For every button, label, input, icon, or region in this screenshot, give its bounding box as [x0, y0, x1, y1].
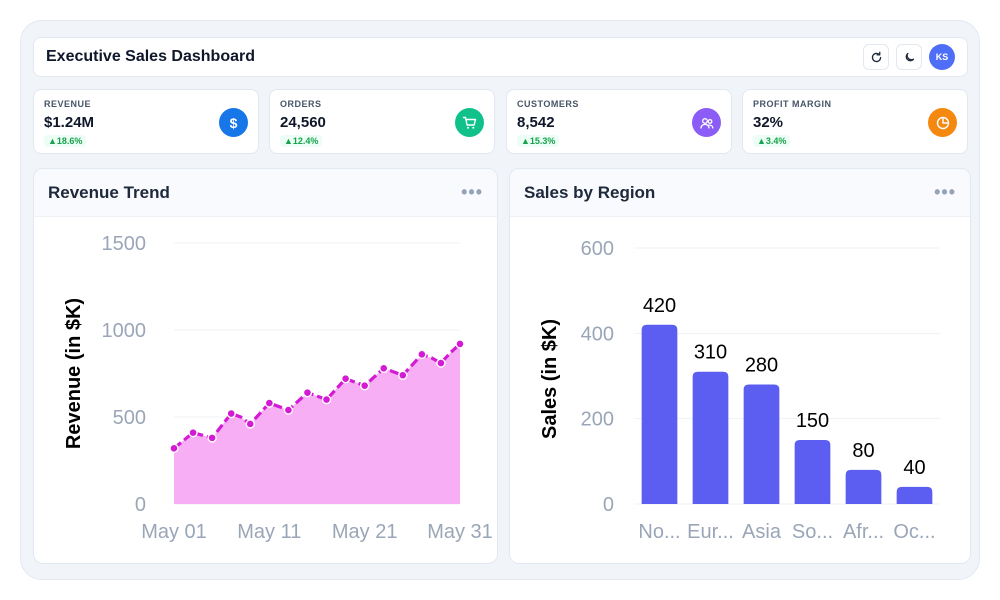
x-tick-label: No... — [638, 521, 680, 543]
y-tick-label: 0 — [135, 494, 146, 516]
avatar[interactable]: KS — [929, 44, 955, 70]
revenue-line — [172, 342, 462, 450]
bar — [794, 440, 831, 504]
bar — [896, 486, 933, 504]
revenue-point — [283, 405, 294, 415]
x-tick-label: Asia — [742, 521, 782, 543]
kpi-value: 24,560 — [280, 114, 326, 131]
revenue-point — [264, 398, 275, 408]
revenue-point — [398, 370, 408, 380]
more-options-icon[interactable]: ••• — [461, 182, 483, 202]
kpi-value: 8,542 — [517, 114, 555, 131]
bar-value-label: 280 — [745, 355, 778, 377]
bar-value-label: 310 — [694, 342, 727, 364]
bar — [743, 384, 780, 504]
kpi-label: PROFIT MARGIN — [753, 99, 832, 109]
theme-toggle-button[interactable] — [896, 44, 922, 70]
x-tick-label: Eur... — [687, 521, 734, 543]
y-tick-label: 1500 — [102, 233, 147, 255]
x-tick-label: May 01 — [141, 521, 207, 543]
y-tick-label: 200 — [581, 409, 614, 431]
refresh-button[interactable] — [863, 44, 889, 70]
x-tick-label: Oc... — [893, 521, 935, 543]
revenue-trend-panel: Revenue Trend ••• 0 500 1000 1500 May 01 May … — [33, 168, 498, 564]
kpi-card-profit-margin: PROFIT MARGIN 32% ▲3.4% — [742, 89, 968, 154]
kpi-card-customers: CUSTOMERS 8,542 ▲15.3% — [506, 89, 732, 154]
revenue-point — [340, 374, 351, 384]
x-tick-label: Afr... — [843, 521, 884, 543]
pie-icon — [928, 108, 957, 137]
y-tick-label: 0 — [603, 494, 614, 516]
dollar-icon: $ — [219, 108, 248, 137]
dashboard-header: Executive Sales Dashboard KS — [33, 37, 968, 77]
revenue-trend-chart: 0 500 1000 1500 May 01 May 11 May 21 May 31 Reve… — [63, 233, 493, 543]
bar-value-label: 80 — [852, 440, 874, 462]
revenue-point — [245, 419, 255, 429]
kpi-delta-badge: ▲18.6% — [44, 135, 87, 147]
revenue-point — [226, 408, 236, 419]
dashboard-frame: Executive Sales Dashboard KS REVENUE $1.… — [20, 20, 980, 580]
revenue-point — [455, 339, 465, 349]
bar — [845, 469, 882, 504]
revenue-point — [302, 387, 313, 398]
x-tick-label: May 11 — [237, 521, 301, 543]
revenue-point — [417, 349, 427, 360]
revenue-point — [379, 363, 389, 373]
y-tick-label: 600 — [581, 238, 614, 260]
panel-header: Revenue Trend ••• — [34, 169, 497, 217]
kpi-delta-badge: ▲15.3% — [517, 135, 560, 147]
sales-by-region-chart: 0 200 400 600 420 No... 310 Eur... 280 Asia 150 So.… — [539, 238, 940, 543]
panel-title: Sales by Region — [524, 182, 656, 202]
y-tick-label: 1000 — [102, 320, 147, 342]
y-tick-label: 500 — [113, 407, 146, 429]
panel-title: Revenue Trend — [48, 182, 170, 202]
bar-value-label: 420 — [643, 295, 676, 317]
moon-icon — [905, 52, 914, 61]
sales-by-region-panel: Sales by Region ••• 0 200 400 600 420 No... 31… — [509, 168, 971, 564]
page-title: Executive Sales Dashboard — [46, 48, 255, 65]
kpi-delta-badge: ▲12.4% — [280, 135, 323, 147]
kpi-card-orders: ORDERS 24,560 ▲12.4% — [269, 89, 495, 154]
kpi-value: 32% — [753, 114, 784, 131]
bar — [641, 324, 678, 504]
revenue-point — [207, 433, 217, 443]
revenue-area — [174, 343, 460, 504]
kpi-card-revenue: REVENUE $1.24M ▲18.6% $ — [33, 89, 259, 154]
x-tick-label: May 21 — [332, 521, 398, 543]
x-tick-label: So... — [792, 521, 833, 543]
cart-icon — [455, 108, 484, 137]
y-axis-label: Sales (in $K) — [539, 319, 561, 439]
kpi-label: CUSTOMERS — [517, 99, 579, 109]
revenue-point — [321, 394, 332, 405]
y-axis-label: Revenue (in $K) — [63, 298, 85, 449]
refresh-icon — [871, 51, 881, 62]
x-tick-label: May 31 — [427, 521, 493, 543]
bar — [692, 371, 729, 504]
revenue-point — [188, 427, 198, 438]
panel-header: Sales by Region ••• — [510, 169, 970, 217]
y-tick-label: 400 — [581, 323, 614, 345]
revenue-point — [169, 443, 179, 454]
bar-value-label: 40 — [903, 457, 925, 479]
kpi-value: $1.24M — [44, 114, 95, 131]
revenue-point — [359, 380, 370, 391]
bar-value-label: 150 — [796, 410, 829, 432]
users-icon — [692, 108, 721, 137]
kpi-label: ORDERS — [280, 99, 322, 109]
more-options-icon[interactable]: ••• — [934, 182, 956, 202]
kpi-delta-badge: ▲3.4% — [753, 135, 791, 147]
revenue-point — [436, 358, 446, 368]
kpi-label: REVENUE — [44, 99, 92, 109]
